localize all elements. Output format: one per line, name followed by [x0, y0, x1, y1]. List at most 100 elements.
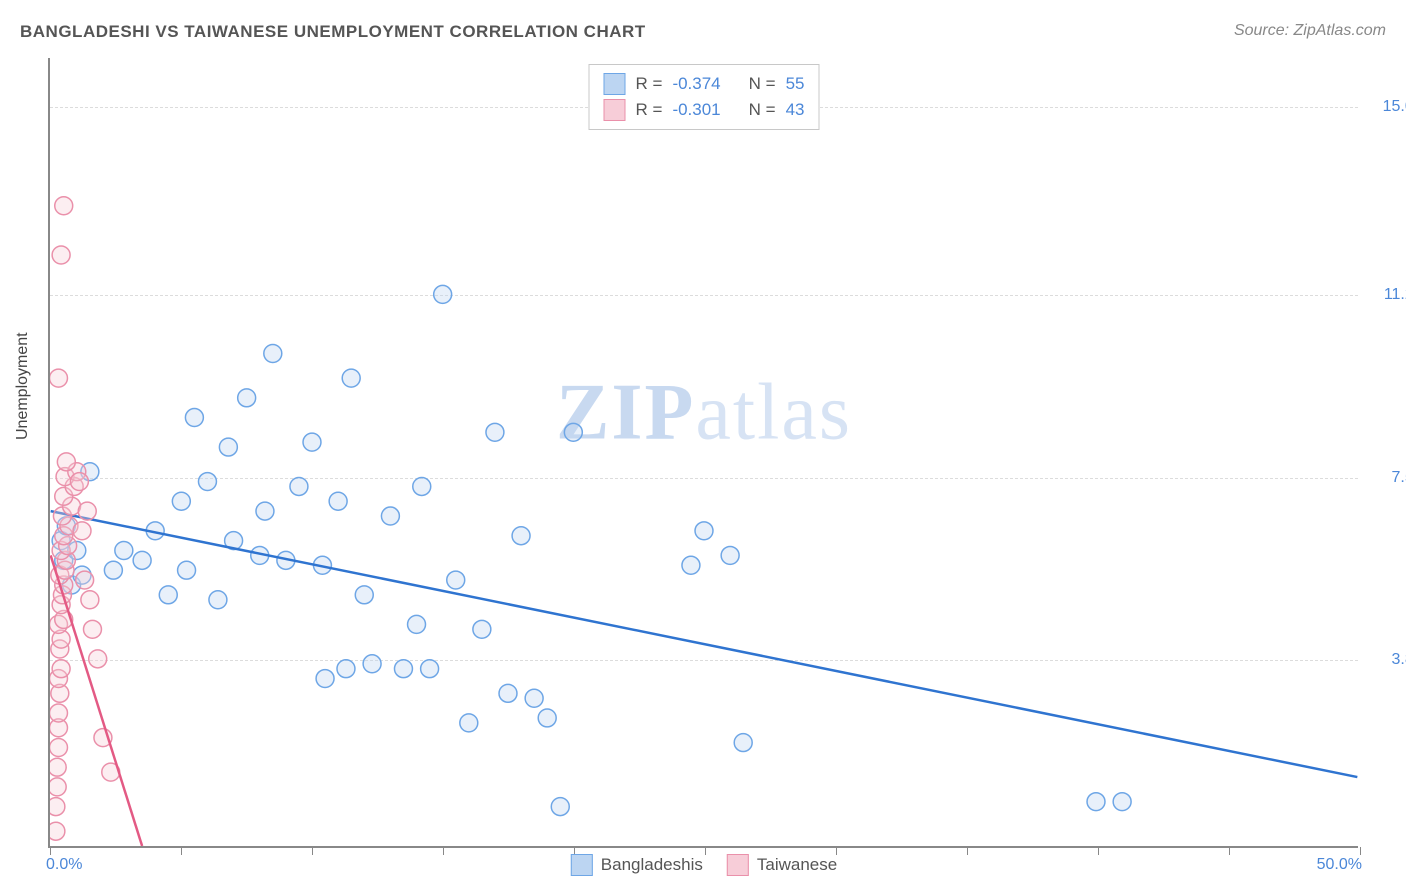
- data-point-bangladeshis: [695, 522, 713, 540]
- source-name: ZipAtlas.com: [1294, 22, 1386, 39]
- chart-title: BANGLADESHI VS TAIWANESE UNEMPLOYMENT CO…: [20, 22, 646, 41]
- data-point-taiwanese: [78, 502, 96, 520]
- x-tick: [312, 847, 313, 855]
- data-point-taiwanese: [50, 758, 66, 776]
- data-point-bangladeshis: [682, 556, 700, 574]
- data-point-bangladeshis: [363, 655, 381, 673]
- data-point-bangladeshis: [512, 527, 530, 545]
- data-point-bangladeshis: [198, 473, 216, 491]
- x-tick: [1229, 847, 1230, 855]
- data-point-bangladeshis: [303, 433, 321, 451]
- x-tick: [1360, 847, 1361, 855]
- data-point-taiwanese: [50, 739, 67, 757]
- data-point-bangladeshis: [460, 714, 478, 732]
- data-point-taiwanese: [52, 246, 70, 264]
- x-tick: [181, 847, 182, 855]
- x-tick: [50, 847, 51, 855]
- y-tick-label: 7.5%: [1368, 469, 1406, 487]
- r-label: R =: [636, 100, 663, 120]
- data-point-bangladeshis: [1113, 793, 1131, 811]
- data-point-bangladeshis: [525, 689, 543, 707]
- data-point-taiwanese: [52, 660, 70, 678]
- data-point-bangladeshis: [316, 670, 334, 688]
- data-point-bangladeshis: [256, 502, 274, 520]
- data-point-taiwanese: [76, 571, 94, 589]
- legend-swatch: [571, 854, 593, 876]
- data-point-taiwanese: [89, 650, 107, 668]
- data-point-bangladeshis: [538, 709, 556, 727]
- data-point-bangladeshis: [219, 438, 237, 456]
- data-point-bangladeshis: [564, 423, 582, 441]
- data-point-bangladeshis: [238, 389, 256, 407]
- data-point-bangladeshis: [394, 660, 412, 678]
- data-point-bangladeshis: [413, 477, 431, 495]
- data-point-bangladeshis: [1087, 793, 1105, 811]
- r-label: R =: [636, 74, 663, 94]
- data-point-bangladeshis: [355, 586, 373, 604]
- x-tick: [443, 847, 444, 855]
- source-prefix: Source:: [1234, 22, 1294, 39]
- legend-swatch: [604, 99, 626, 121]
- series-legend: Bangladeshis Taiwanese: [571, 854, 837, 876]
- data-point-taiwanese: [50, 822, 65, 840]
- data-point-taiwanese: [50, 798, 65, 816]
- correlation-legend-row: R = -0.374 N = 55: [604, 71, 805, 97]
- legend-swatch: [727, 854, 749, 876]
- data-point-bangladeshis: [329, 492, 347, 510]
- x-tick: [967, 847, 968, 855]
- data-point-taiwanese: [55, 197, 73, 215]
- x-tick-label-min: 0.0%: [46, 856, 82, 874]
- n-label: N =: [749, 74, 776, 94]
- scatter-svg: [50, 58, 1358, 846]
- data-point-bangladeshis: [447, 571, 465, 589]
- data-point-bangladeshis: [133, 551, 151, 569]
- series-legend-label: Bangladeshis: [601, 855, 703, 875]
- series-legend-item: Bangladeshis: [571, 854, 703, 876]
- data-point-bangladeshis: [185, 409, 203, 427]
- data-point-taiwanese: [70, 473, 88, 491]
- data-point-bangladeshis: [499, 684, 517, 702]
- n-value: 43: [786, 100, 805, 120]
- data-point-taiwanese: [50, 704, 67, 722]
- data-point-bangladeshis: [115, 542, 133, 560]
- r-value: -0.374: [672, 74, 720, 94]
- x-tick: [1098, 847, 1099, 855]
- data-point-bangladeshis: [381, 507, 399, 525]
- data-point-bangladeshis: [342, 369, 360, 387]
- source-attribution: Source: ZipAtlas.com: [1234, 22, 1386, 40]
- y-axis-label: Unemployment: [14, 332, 32, 440]
- data-point-bangladeshis: [421, 660, 439, 678]
- series-legend-label: Taiwanese: [757, 855, 837, 875]
- r-value: -0.301: [672, 100, 720, 120]
- data-point-taiwanese: [50, 778, 66, 796]
- data-point-bangladeshis: [486, 423, 504, 441]
- data-point-taiwanese: [50, 369, 67, 387]
- series-legend-item: Taiwanese: [727, 854, 837, 876]
- plot-area: ZIPatlas 15.0%11.2%7.5%3.8% R =-0.374N =…: [48, 58, 1358, 848]
- data-point-bangladeshis: [434, 285, 452, 303]
- correlation-legend-row: R = -0.301 N = 43: [604, 97, 805, 123]
- n-label: N =: [749, 100, 776, 120]
- data-point-bangladeshis: [734, 734, 752, 752]
- data-point-taiwanese: [81, 591, 99, 609]
- data-point-bangladeshis: [290, 477, 308, 495]
- y-tick-label: 3.8%: [1368, 651, 1406, 669]
- data-point-bangladeshis: [209, 591, 227, 609]
- y-tick-label: 15.0%: [1368, 98, 1406, 116]
- x-tick-label-max: 50.0%: [1317, 856, 1362, 874]
- data-point-bangladeshis: [159, 586, 177, 604]
- data-point-bangladeshis: [178, 561, 196, 579]
- data-point-bangladeshis: [473, 620, 491, 638]
- data-point-bangladeshis: [337, 660, 355, 678]
- chart-header: BANGLADESHI VS TAIWANESE UNEMPLOYMENT CO…: [20, 22, 1386, 52]
- data-point-bangladeshis: [551, 798, 569, 816]
- data-point-taiwanese: [83, 620, 101, 638]
- data-point-bangladeshis: [408, 615, 426, 633]
- data-point-bangladeshis: [721, 546, 739, 564]
- data-point-taiwanese: [57, 453, 75, 471]
- regression-line-bangladeshis: [51, 511, 1358, 777]
- data-point-bangladeshis: [172, 492, 190, 510]
- n-value: 55: [786, 74, 805, 94]
- correlation-legend: R = -0.374 N = 55 R = -0.301 N = 43: [589, 64, 820, 130]
- data-point-bangladeshis: [264, 345, 282, 363]
